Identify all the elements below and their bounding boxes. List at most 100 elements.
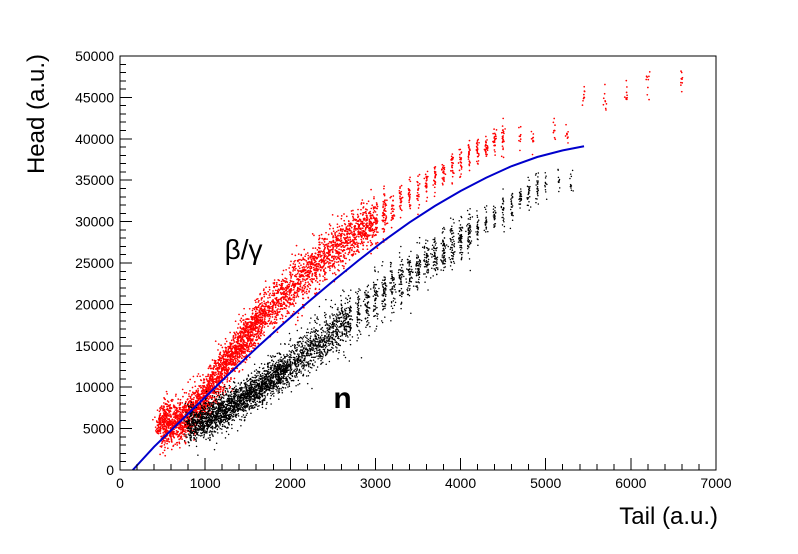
scatter-point [213, 396, 216, 399]
scatter-point [172, 412, 175, 415]
scatter-point [175, 433, 178, 436]
scatter-point [322, 250, 325, 253]
scatter-point [202, 409, 204, 411]
scatter-point [209, 434, 211, 436]
scatter-point [222, 389, 224, 391]
scatter-point [361, 233, 364, 236]
scatter-point [242, 350, 244, 353]
scatter-point [319, 279, 321, 282]
scatter-point [216, 375, 219, 378]
scatter-point [259, 311, 261, 314]
scatter-point [322, 243, 325, 246]
scatter-point [293, 296, 295, 298]
scatter-point [203, 421, 205, 423]
scatter-point [290, 294, 293, 297]
scatter-point [202, 382, 205, 384]
scatter-point [368, 234, 371, 237]
scatter-point [244, 326, 247, 328]
scatter-point [243, 352, 246, 354]
scatter-point [234, 361, 237, 364]
scatter-point [211, 413, 214, 416]
scatter-point [313, 264, 316, 267]
scatter-point [458, 156, 461, 159]
scatter-point [680, 81, 682, 84]
scatter-point [343, 265, 345, 268]
scatter-point [242, 346, 245, 349]
scatter-point [309, 267, 312, 270]
scatter-point [288, 267, 291, 269]
scatter-point [268, 288, 271, 291]
scatter-point [227, 354, 230, 356]
scatter-point [307, 257, 310, 260]
scatter-point [253, 307, 256, 309]
scatter-point [451, 159, 453, 161]
scatter-point [215, 371, 217, 374]
scatter-point [195, 409, 198, 412]
scatter-point [337, 235, 339, 237]
scatter-point [334, 245, 336, 248]
scatter-point [185, 434, 187, 436]
scatter-point [165, 390, 168, 393]
scatter-point [232, 338, 235, 341]
scatter-point [178, 426, 181, 429]
scatter-point [246, 322, 249, 324]
scatter-point [184, 410, 187, 412]
scatter-point [478, 141, 480, 144]
scatter-point [246, 342, 249, 345]
scatter-point [347, 232, 350, 235]
scatter-point [435, 173, 437, 176]
scatter-point [485, 147, 488, 149]
scatter-point [194, 426, 196, 429]
scatter-point [500, 131, 503, 134]
scatter-point [193, 411, 196, 413]
scatter-point [275, 283, 278, 286]
scatter-point [290, 287, 292, 290]
scatter-point [193, 439, 195, 441]
scatter-point [297, 277, 299, 280]
scatter-point [468, 163, 471, 166]
scatter-point [256, 308, 258, 311]
scatter-point [251, 324, 253, 326]
scatter-point [460, 151, 463, 153]
scatter-point [234, 337, 236, 340]
scatter-point [161, 442, 163, 445]
scatter-point [163, 421, 166, 424]
scatter-point [303, 275, 305, 278]
scatter-point [239, 326, 242, 328]
scatter-point [158, 410, 161, 413]
scatter-point [228, 368, 231, 370]
scatter-point [486, 139, 488, 141]
scatter-point [264, 316, 267, 318]
scatter-point [274, 321, 276, 323]
scatter-point [302, 280, 304, 282]
scatter-point [207, 437, 210, 439]
scatter-point [313, 268, 315, 271]
scatter-point [384, 205, 387, 207]
scatter-point [259, 337, 262, 340]
scatter-point [261, 304, 264, 307]
scatter-point [312, 247, 314, 249]
scatter-point [192, 418, 195, 421]
scatter-point [356, 243, 359, 245]
scatter-point [625, 79, 628, 82]
scatter-point [184, 429, 187, 431]
scatter-point [358, 218, 361, 221]
scatter-point [191, 393, 193, 396]
scatter-point [382, 231, 385, 233]
scatter-point [267, 320, 270, 323]
scatter-point [352, 240, 355, 243]
scatter-point [293, 292, 296, 294]
scatter-point [211, 410, 213, 413]
scatter-point [209, 419, 211, 422]
scatter-point [261, 322, 264, 324]
scatter-point [202, 427, 205, 429]
scatter-point [467, 158, 470, 160]
scatter-point [262, 289, 265, 292]
scatter-point [177, 418, 180, 420]
scatter-point [192, 404, 194, 406]
scatter-point [172, 430, 175, 433]
scatter-point [398, 192, 401, 195]
scatter-point [253, 308, 256, 311]
scatter-point [322, 261, 324, 263]
scatter-point [283, 279, 286, 282]
